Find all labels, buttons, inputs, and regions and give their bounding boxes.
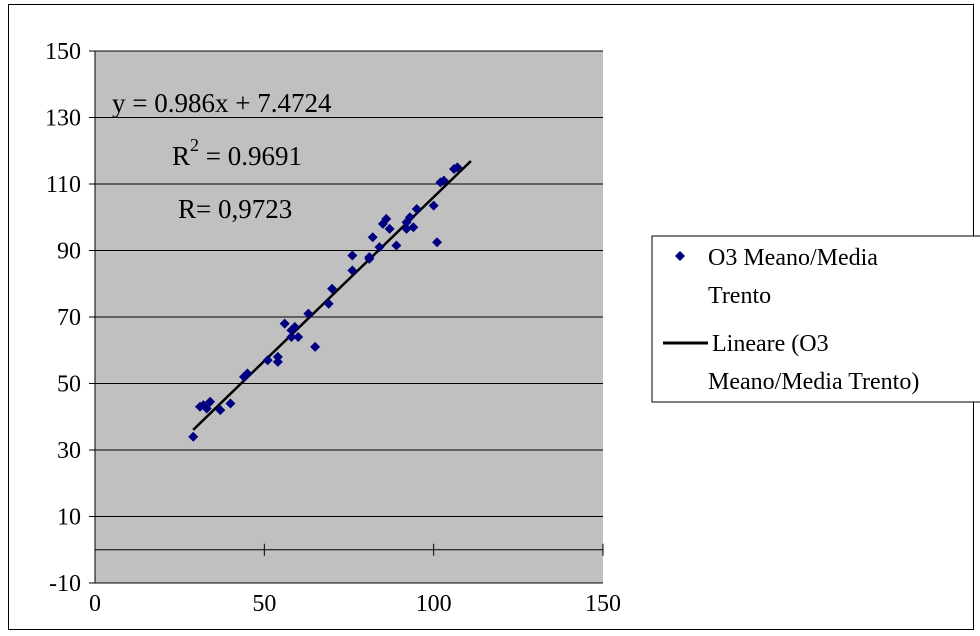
data-point xyxy=(404,212,415,223)
data-point xyxy=(289,321,300,332)
data-point xyxy=(205,396,216,407)
data-point xyxy=(242,368,253,379)
data-point xyxy=(411,203,422,214)
r-squared-value: = 0.9691 xyxy=(199,141,302,171)
data-point xyxy=(279,318,290,329)
y-tick-label: -10 xyxy=(49,571,81,597)
data-point xyxy=(438,175,449,186)
data-point xyxy=(272,356,283,367)
x-tick-label: 100 xyxy=(416,591,452,617)
data-point xyxy=(262,355,273,366)
data-point xyxy=(201,403,212,414)
x-tick-label: 150 xyxy=(585,591,621,617)
y-tick-label: 150 xyxy=(45,39,81,65)
x-tick-label: 50 xyxy=(252,591,276,617)
legend-scatter-label-line1: O3 Meano/Media xyxy=(708,245,878,271)
grid-lines xyxy=(95,50,603,584)
y-tick-label: 90 xyxy=(57,239,81,265)
legend-box xyxy=(651,235,980,403)
y-tick-label: 50 xyxy=(57,372,81,398)
data-point xyxy=(347,265,358,276)
legend-scatter-label-line2: Trento xyxy=(708,283,771,309)
y-tick-label: 110 xyxy=(46,172,81,198)
tick-labels: 150 130 110 90 70 50 30 10 -10 0 50 100 150 xyxy=(45,39,621,617)
x-tick-label: 0 xyxy=(89,591,101,617)
data-point xyxy=(428,200,439,211)
axes xyxy=(89,50,604,584)
data-point xyxy=(225,398,236,409)
data-point xyxy=(401,223,412,234)
trend-line xyxy=(192,160,472,431)
data-point xyxy=(364,252,375,263)
data-point xyxy=(391,240,402,251)
data-point xyxy=(327,283,338,294)
legend: O3 Meano/Media Trento Lineare (O3 Meano/… xyxy=(651,235,980,403)
data-point xyxy=(432,237,443,248)
data-point xyxy=(286,331,297,342)
equation-annotation: y = 0.986x + 7.4724 xyxy=(112,88,332,118)
y-tick-label: 10 xyxy=(57,505,81,531)
y-tick-label: 30 xyxy=(57,438,81,464)
r-squared-r: R xyxy=(172,141,190,171)
legend-trend-label-line1: Lineare (O3 xyxy=(712,331,829,357)
data-point xyxy=(452,162,463,173)
y-tick-label: 70 xyxy=(57,305,81,331)
data-point xyxy=(188,431,199,442)
y-tick-label: 130 xyxy=(45,106,81,132)
data-point xyxy=(347,250,358,261)
legend-trend-label-line2: Meano/Media Trento) xyxy=(708,369,919,395)
r-squared-exponent: 2 xyxy=(190,135,199,155)
data-point xyxy=(384,223,395,234)
data-point xyxy=(293,331,304,342)
data-point xyxy=(381,213,392,224)
trendline xyxy=(192,160,472,431)
r-annotation: R= 0,9723 xyxy=(178,194,292,224)
data-point xyxy=(215,405,226,416)
data-point xyxy=(374,242,385,253)
data-point xyxy=(408,222,419,233)
data-point xyxy=(310,341,321,352)
legend-diamond-marker xyxy=(675,251,685,261)
r-squared-annotation: R2 = 0.9691 xyxy=(172,135,302,171)
data-points xyxy=(188,162,463,442)
data-point xyxy=(367,232,378,243)
data-point xyxy=(323,298,334,309)
data-point xyxy=(303,308,314,319)
